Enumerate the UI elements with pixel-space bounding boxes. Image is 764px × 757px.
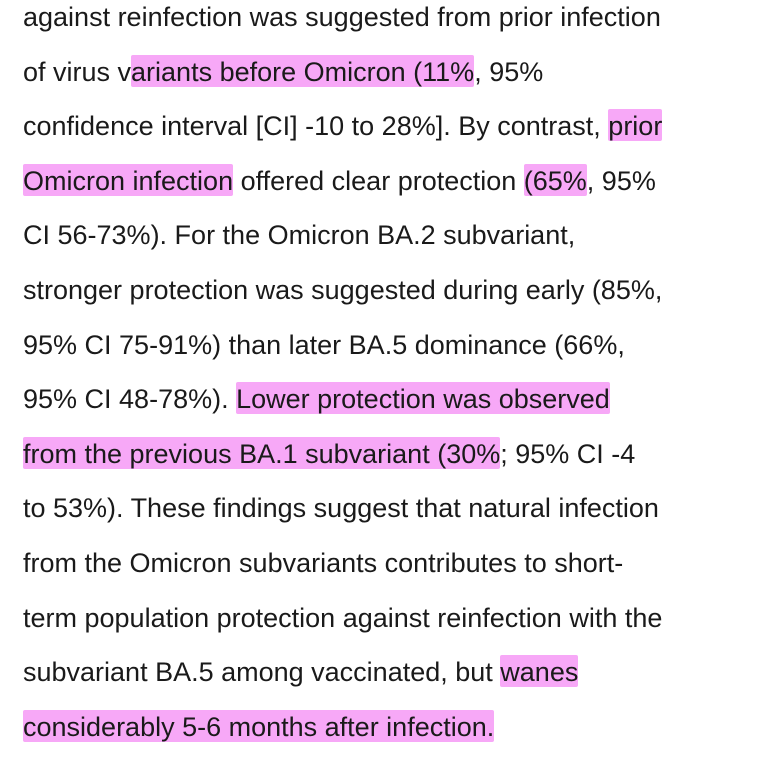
- text-run: 95% CI 75-91%) than later BA.5 dominance…: [23, 329, 625, 360]
- text-line: 95% CI 75-91%) than later BA.5 dominance…: [23, 318, 764, 373]
- text-run: to 53%). These findings suggest that nat…: [23, 493, 659, 524]
- text-run: ; 95% CI -4: [500, 438, 636, 469]
- text-run: subvariant BA.5 among vaccinated, but: [23, 657, 501, 688]
- text-line: 95% CI 48-78%). Lower protection was obs…: [23, 372, 764, 427]
- text-run: offered clear protection: [233, 165, 524, 196]
- text-line: term population protection against reinf…: [23, 591, 764, 646]
- highlighted-text[interactable]: Omicron infection: [23, 163, 234, 196]
- text-run: against reinfection was suggested from p…: [23, 2, 661, 32]
- text-run: , 95%: [586, 165, 656, 196]
- highlighted-text[interactable]: wanes: [500, 655, 579, 688]
- highlighted-text[interactable]: prior: [608, 109, 663, 142]
- text-line: subvariant BA.5 among vaccinated, but wa…: [23, 645, 764, 700]
- text-line: from the previous BA.1 subvariant (30%; …: [23, 427, 764, 482]
- text-run: term population protection against reinf…: [23, 602, 663, 633]
- text-line: confidence interval [CI] -10 to 28%]. By…: [23, 99, 764, 154]
- text-run: , 95%: [474, 56, 544, 87]
- text-run: 95% CI 48-78%).: [23, 384, 237, 415]
- text-line: Omicron infection offered clear protecti…: [23, 154, 764, 209]
- highlighted-text[interactable]: Lower protection was observed: [236, 382, 610, 415]
- highlighted-text[interactable]: ariants before Omicron (11%: [131, 54, 475, 87]
- text-run: confidence interval [CI] -10 to 28%]. By…: [23, 111, 609, 142]
- highlighted-text[interactable]: from the previous BA.1 subvariant (30%: [23, 436, 501, 469]
- article-text: against reinfection was suggested from p…: [23, 0, 764, 754]
- text-line: against reinfection was suggested from p…: [23, 0, 764, 45]
- text-line: CI 56-73%). For the Omicron BA.2 subvari…: [23, 208, 764, 263]
- text-line: from the Omicron subvariants contributes…: [23, 536, 764, 591]
- highlighted-text[interactable]: considerably 5-6 months after infection.: [23, 709, 495, 742]
- text-line: to 53%). These findings suggest that nat…: [23, 481, 764, 536]
- text-run: CI 56-73%). For the Omicron BA.2 subvari…: [23, 220, 576, 251]
- text-run: stronger protection was suggested during…: [23, 274, 663, 305]
- text-run: from the Omicron subvariants contributes…: [23, 547, 624, 578]
- highlighted-text[interactable]: (65%: [523, 163, 587, 196]
- text-run: of virus v: [23, 56, 132, 87]
- text-line: considerably 5-6 months after infection.: [23, 700, 764, 755]
- text-line: of virus variants before Omicron (11%, 9…: [23, 45, 764, 100]
- text-line: stronger protection was suggested during…: [23, 263, 764, 318]
